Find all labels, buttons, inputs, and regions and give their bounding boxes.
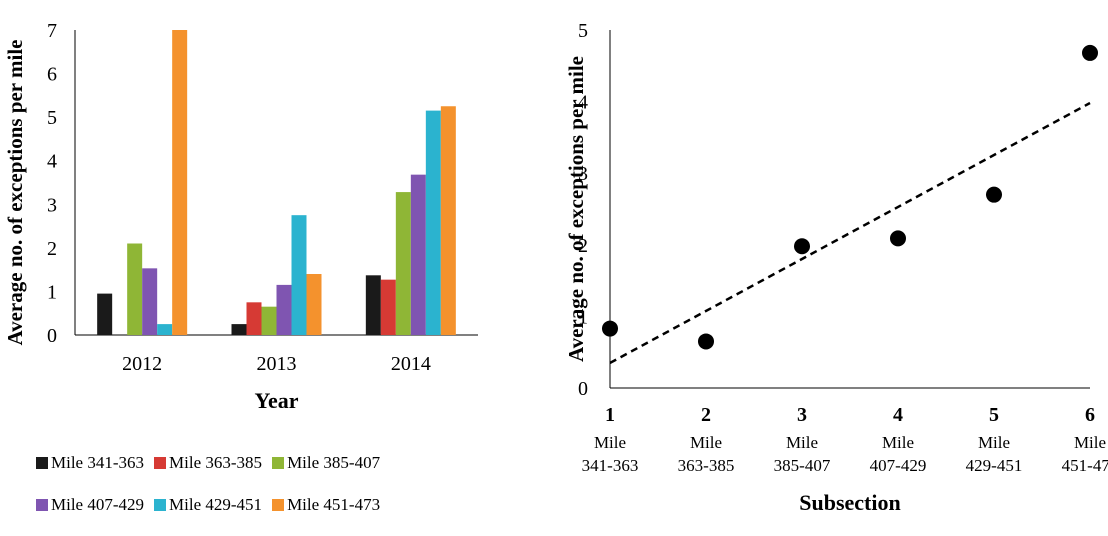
bar-chart: 0 1 2 3 4 5 6 7 2012 2013 2014 Year Average no. of e… xyxy=(3,20,478,413)
x-tick-label: 2013 xyxy=(257,353,297,375)
data-point xyxy=(698,333,714,350)
x-axis-title: Year xyxy=(255,388,299,413)
legend-label-2: Mile 363-385 xyxy=(169,453,263,472)
bar xyxy=(246,302,262,335)
x-tick-number: 6 xyxy=(1085,404,1095,426)
y-tick-label: 1 xyxy=(578,306,588,328)
x-tick-number: 5 xyxy=(989,404,999,426)
x-tick-number: 3 xyxy=(797,404,807,426)
x-tick-number: 4 xyxy=(893,404,903,426)
bar xyxy=(157,324,173,335)
bar xyxy=(410,174,426,335)
data-point xyxy=(794,238,810,255)
bar xyxy=(276,284,292,335)
x-tick-line1: Mile xyxy=(1074,433,1106,452)
data-point xyxy=(602,320,618,337)
y-tick-label: 3 xyxy=(47,194,57,216)
legend-label-3: Mile 385-407 xyxy=(287,453,381,472)
y-tick-label: 5 xyxy=(47,107,57,129)
bar xyxy=(231,324,247,335)
legend-label-6: Mile 451-473 xyxy=(287,495,381,514)
y-tick-label: 3 xyxy=(578,163,588,185)
x-tick-line1: Mile xyxy=(978,433,1010,452)
bar xyxy=(365,275,381,335)
legend-swatch-3 xyxy=(272,457,285,469)
bar xyxy=(261,306,277,335)
y-tick-label: 0 xyxy=(47,325,57,347)
x-tick-line2: 451-473 xyxy=(1062,456,1108,475)
y-tick-label: 4 xyxy=(47,151,57,173)
y-tick-label: 7 xyxy=(47,20,57,42)
x-tick-number: 1 xyxy=(605,404,615,426)
x-axis-title: Subsection xyxy=(799,490,900,515)
legend-label-4: Mile 407-429 xyxy=(51,495,145,514)
y-tick-label: 1 xyxy=(47,281,57,303)
x-tick-line1: Mile xyxy=(882,433,914,452)
bar xyxy=(395,192,411,335)
bar xyxy=(127,243,143,335)
bar xyxy=(440,106,456,335)
y-axis-title: Average no. of exceptions per mile xyxy=(564,56,588,362)
y-tick-label: 2 xyxy=(47,238,57,260)
x-tick-label: 2014 xyxy=(391,353,431,375)
scatter-chart: 0123451Mile341-3632Mile363-3853Mile385-4… xyxy=(564,20,1108,515)
y-tick-label: 0 xyxy=(578,378,588,400)
bar xyxy=(425,110,441,335)
y-tick-label: 5 xyxy=(578,20,588,42)
legend-label-1: Mile 341-363 xyxy=(51,453,145,472)
x-tick-label: 2012 xyxy=(122,353,162,375)
y-tick-label: 4 xyxy=(578,92,588,114)
legend-label-5: Mile 429-451 xyxy=(169,495,263,514)
bar-chart-panel: 0 1 2 3 4 5 6 7 2012 2013 2014 Year Average no. of e… xyxy=(0,0,540,526)
x-tick-line2: 407-429 xyxy=(870,456,927,475)
y-tick-label: 6 xyxy=(47,64,57,86)
y-tick-label: 2 xyxy=(578,235,588,257)
legend-item-6: Mile 451-473 xyxy=(272,495,380,515)
scatter-chart-panel: 0 1 2 3 4 5 1 Mile 341-363 2 Mile 363-385 3 Mile 385-4… xyxy=(545,0,1108,526)
x-tick-line2: 429-451 xyxy=(966,456,1023,475)
legend-row-1: Mile 341-363 Mile 363-385 Mile 385-407 xyxy=(36,452,516,474)
x-tick-line2: 363-385 xyxy=(678,456,735,475)
legend-item-5: Mile 429-451 xyxy=(154,495,262,515)
y-axis-title: Average no. of exceptions per mile xyxy=(3,40,27,346)
bar xyxy=(172,30,188,335)
bar xyxy=(380,279,396,335)
data-point xyxy=(890,230,906,247)
bar xyxy=(306,274,322,335)
legend-swatch-5 xyxy=(154,499,167,511)
x-tick-line1: Mile xyxy=(786,433,818,452)
bar xyxy=(291,215,307,335)
legend-item-3: Mile 385-407 xyxy=(272,453,380,473)
legend-row-2: Mile 407-429 Mile 429-451 Mile 451-473 xyxy=(36,494,516,516)
x-tick-line1: Mile xyxy=(594,433,626,452)
legend-swatch-6 xyxy=(272,499,285,511)
legend-item-2: Mile 363-385 xyxy=(154,453,262,473)
x-tick-line1: Mile xyxy=(690,433,722,452)
x-tick-line2: 385-407 xyxy=(774,456,831,475)
bar xyxy=(97,293,113,335)
legend-item-4: Mile 407-429 xyxy=(36,495,144,515)
bar xyxy=(142,268,158,335)
data-point xyxy=(1082,44,1098,61)
legend-item-1: Mile 341-363 xyxy=(36,453,144,473)
legend-swatch-4 xyxy=(36,499,48,511)
bar-legend: Mile 341-363 Mile 363-385 Mile 385-407 M… xyxy=(36,452,516,536)
legend-swatch-2 xyxy=(154,457,167,469)
trendline xyxy=(609,101,1091,365)
data-point xyxy=(986,186,1002,203)
x-tick-line2: 341-363 xyxy=(582,456,639,475)
legend-swatch-1 xyxy=(36,457,48,469)
x-tick-number: 2 xyxy=(701,404,711,426)
